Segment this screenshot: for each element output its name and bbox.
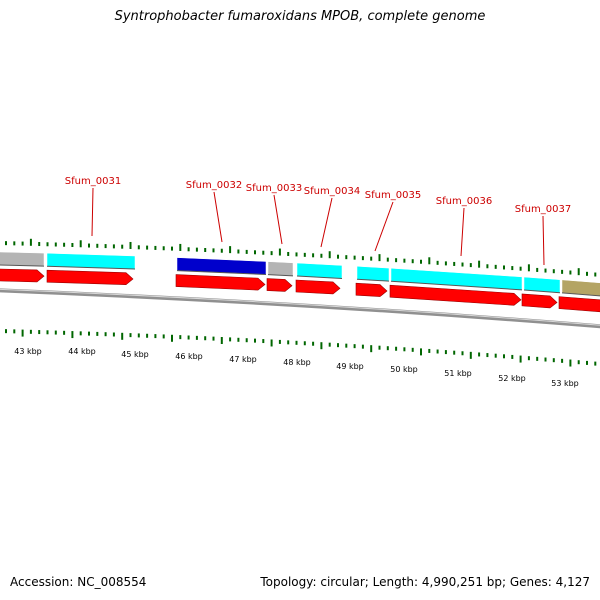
- kbp-label: 45 kbp: [121, 350, 149, 359]
- outer-tick-track: [5, 238, 597, 277]
- cog-bar-edge: [267, 274, 294, 277]
- cog-feature-bar: [561, 279, 600, 297]
- genome-backbone: [0, 288, 600, 329]
- gene-leader-line: [374, 201, 394, 252]
- cog-feature-bar: [267, 261, 294, 277]
- kbp-label: 46 kbp: [175, 352, 203, 361]
- gene-leader-line: [460, 207, 465, 257]
- summary-text: Topology: circular; Length: 4,990,251 bp…: [260, 575, 590, 589]
- kbp-label: 43 kbp: [14, 347, 42, 356]
- inner-tick-track: [5, 329, 597, 367]
- kbp-label: 48 kbp: [283, 358, 311, 367]
- cog-bar-edge: [176, 270, 267, 276]
- accession-text: Accession: NC_008554: [10, 575, 147, 589]
- cds-arrow: [558, 296, 600, 313]
- position-label-track: 43 kbp 44 kbp 45 kbp 46 kbp 47 kbp 48 kbp 49 k…: [14, 347, 579, 388]
- kbp-label: 44 kbp: [68, 347, 96, 356]
- gene-label: Sfum_0032: [186, 180, 242, 191]
- kbp-label: 47 kbp: [229, 355, 257, 364]
- gene-leader-line: [91, 187, 94, 237]
- cog-feature-bar: [0, 251, 45, 267]
- gene-leader-line: [213, 191, 223, 243]
- cog-bar-edge: [296, 275, 343, 279]
- cog-bar-edge: [561, 292, 600, 297]
- map-title: Syntrophobacter fumaroxidans MPOB, compl…: [114, 9, 486, 24]
- kbp-label: 51 kbp: [444, 369, 472, 378]
- cds-arrow: [266, 278, 293, 292]
- cds-arrow: [0, 268, 45, 283]
- cds-track: [0, 268, 600, 313]
- cog-feature-bar: [176, 257, 267, 275]
- gene-label: Sfum_0034: [304, 186, 360, 197]
- cog-feature-bar: [356, 266, 390, 282]
- cog-bar-edge: [46, 265, 136, 270]
- cds-arrow: [521, 293, 558, 309]
- gene-label: Sfum_0036: [436, 196, 492, 207]
- cog-bar-edge: [390, 280, 523, 291]
- kbp-label: 49 kbp: [336, 362, 364, 371]
- cds-arrow: [46, 269, 134, 285]
- cog-bar-edge: [523, 289, 561, 294]
- cog-feature-track: [0, 251, 600, 297]
- gene-label: Sfum_0035: [365, 190, 421, 201]
- gene-label: Sfum_0033: [246, 183, 302, 194]
- cds-arrow: [389, 284, 522, 306]
- gene-label-track: Sfum_0031 Sfum_0032 Sfum_0033 Sfum_0034 Sfum…: [65, 176, 571, 266]
- cds-arrow: [175, 274, 266, 291]
- gene-leader-line: [273, 194, 283, 245]
- genome-backbone-highlight: [0, 288, 600, 326]
- kbp-label: 52 kbp: [498, 374, 526, 383]
- gene-label: Sfum_0031: [65, 176, 121, 187]
- cog-bar-edge: [356, 278, 390, 282]
- kbp-label: 50 kbp: [390, 365, 418, 374]
- gene-leader-line: [542, 215, 545, 266]
- cds-arrow: [295, 279, 341, 295]
- cds-arrow: [355, 282, 388, 297]
- gene-label: Sfum_0037: [515, 204, 571, 215]
- cog-bar-edge: [0, 264, 45, 267]
- gene-leader-line: [320, 197, 333, 248]
- kbp-label: 53 kbp: [551, 379, 579, 388]
